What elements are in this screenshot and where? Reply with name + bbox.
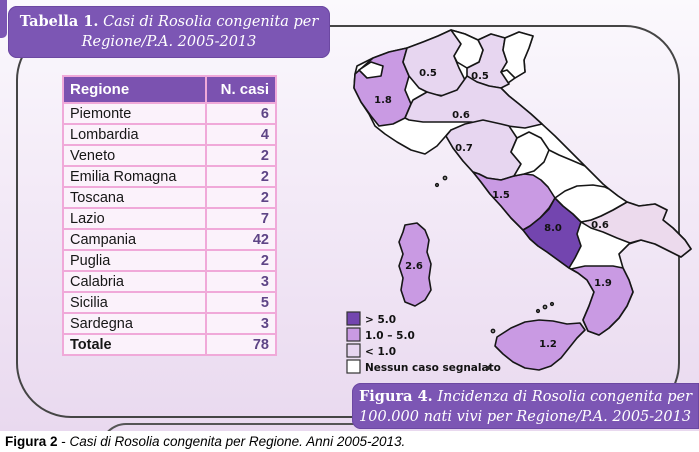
legend-swatch-mid [346, 327, 361, 342]
legend-swatch-none [346, 359, 361, 374]
figura4-title-line2: 100.000 nati vivi per Regione/P.A. 2005-… [359, 409, 692, 425]
island-dot [490, 328, 496, 334]
figure-caption-separator: - [57, 434, 70, 449]
figura4-label: Figura 4. [359, 388, 433, 405]
tabella1-label: Tabella 1. [19, 13, 99, 30]
table-row: Veneto 2 [62, 144, 277, 167]
cases-cell: 7 [205, 207, 277, 230]
region-campania [522, 197, 582, 269]
region-calabria [570, 265, 634, 336]
tabella1-caption-box: Tabella 1. Casi di Rosolia congenita per… [8, 6, 330, 58]
island-dot [442, 175, 448, 181]
column-header-region: Regione [62, 75, 207, 104]
region-cell: Emilia Romagna [62, 165, 207, 188]
table-row: Campania 42 [62, 228, 277, 251]
map-label-campania: 8.0 [544, 223, 562, 234]
map-label-piemonte: 1.8 [374, 95, 392, 106]
tabella1-title-line1: Casi di Rosolia congenita per [98, 14, 319, 30]
column-header-cases: N. casi [205, 75, 277, 104]
table-row: Emilia Romagna 2 [62, 165, 277, 188]
cases-cell: 3 [205, 270, 277, 293]
table-row: Toscana 2 [62, 186, 277, 209]
map-label-puglia: 0.6 [591, 220, 609, 231]
cases-cell: 42 [205, 228, 277, 251]
figure-caption-text: Casi di Rosolia congenita per Regione. A… [69, 434, 406, 449]
region-cell: Piemonte [62, 102, 207, 125]
map-label-lombardia: 0.5 [419, 68, 437, 79]
table-row: Sicilia 5 [62, 291, 277, 314]
island-dot [535, 308, 541, 314]
figure-panel: Regione N. casi Piemonte 6 Lombardia 4 Ven… [0, 0, 699, 431]
figure-caption-number: Figura 2 [5, 434, 58, 449]
region-cell: Lombardia [62, 123, 207, 146]
legend-swatch-gt5 [346, 311, 361, 326]
italy-map: 1.8 0.5 0.5 0.6 0.7 1.5 8.0 0.6 1.9 1.2 … [333, 28, 693, 384]
legend-label-mid: 1.0 – 5.0 [365, 330, 415, 342]
table-row: Calabria 3 [62, 270, 277, 293]
region-lombardia [402, 29, 466, 97]
region-friuli [500, 31, 534, 79]
region-cell: Puglia [62, 249, 207, 272]
figura4-caption-box: Figura 4. Incidenza di Rosolia congenita… [352, 383, 699, 429]
region-cell: Campania [62, 228, 207, 251]
figure-caption: Figura 2 - Casi di Rosolia congenita per… [5, 434, 405, 449]
map-label-lazio: 1.5 [492, 190, 510, 201]
table-row: Puglia 2 [62, 249, 277, 272]
cases-table: Regione N. casi Piemonte 6 Lombardia 4 Ven… [62, 75, 277, 356]
region-valle-daosta [358, 61, 384, 79]
island-dot [434, 182, 440, 188]
legend-island-dot [486, 366, 490, 370]
region-sicilia [494, 319, 586, 371]
tabella1-title-line2: Regione/P.A. 2005-2013 [81, 34, 257, 50]
cases-cell: 6 [205, 102, 277, 125]
region-cell: Veneto [62, 144, 207, 167]
region-cell: Lazio [62, 207, 207, 230]
region-molise [554, 184, 628, 223]
map-label-calabria: 1.9 [594, 278, 612, 289]
island-dot [542, 304, 548, 310]
table-total-row: Totale 78 [62, 333, 277, 356]
cases-cell: 2 [205, 165, 277, 188]
legend-label-gt5: > 5.0 [365, 314, 396, 326]
legend-label-lt1: < 1.0 [365, 346, 396, 358]
region-cell: Sicilia [62, 291, 207, 314]
table-header-row: Regione N. casi [62, 75, 277, 104]
cases-cell: 2 [205, 186, 277, 209]
figura4-title-line1: Incidenza di Rosolia congenita per [432, 389, 693, 405]
map-label-veneto: 0.5 [471, 71, 489, 82]
region-piemonte [353, 47, 412, 127]
map-label-sicilia: 1.2 [539, 339, 557, 350]
region-emilia-romagna [404, 75, 543, 129]
map-label-toscana: 0.7 [455, 143, 473, 154]
table-row: Piemonte 6 [62, 102, 277, 125]
region-sardegna [398, 222, 432, 307]
table-row: Sardegna 3 [62, 312, 277, 335]
total-label-cell: Totale [62, 333, 207, 356]
total-value-cell: 78 [205, 333, 277, 356]
legend-swatch-lt1 [346, 343, 361, 358]
region-cell: Sardegna [62, 312, 207, 335]
region-trentino [450, 29, 484, 69]
border-marche-abruzzo [548, 149, 586, 167]
table-row: Lombardia 4 [62, 123, 277, 146]
region-cell: Calabria [62, 270, 207, 293]
map-label-sardegna: 2.6 [405, 261, 423, 272]
page-border-fragment [0, 0, 7, 38]
cases-cell: 2 [205, 144, 277, 167]
panel-border [16, 25, 680, 418]
legend-label-none: Nessun caso segnalato [365, 362, 501, 374]
cases-cell: 5 [205, 291, 277, 314]
cases-cell: 4 [205, 123, 277, 146]
table-row: Lazio 7 [62, 207, 277, 230]
cases-cell: 2 [205, 249, 277, 272]
island-dot [549, 301, 555, 307]
cases-cell: 3 [205, 312, 277, 335]
map-label-emilia: 0.6 [452, 110, 470, 121]
map-legend: > 5.0 1.0 – 5.0 < 1.0 Nessun caso segnal… [346, 311, 501, 374]
region-cell: Toscana [62, 186, 207, 209]
region-umbria [510, 131, 550, 177]
